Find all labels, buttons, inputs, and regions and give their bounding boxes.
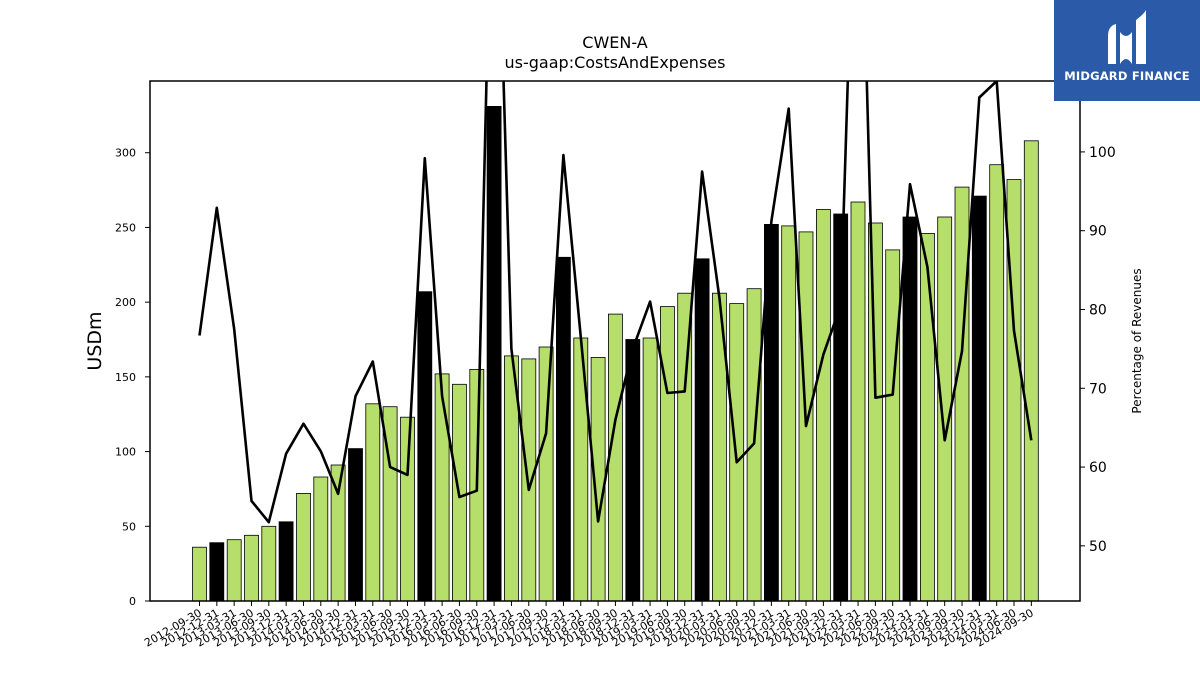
- bar: [1023, 140, 1039, 602]
- logo-mark-icon: [1108, 10, 1146, 64]
- y-axis-right: 50 60 70 80 90 100: [1080, 145, 1116, 555]
- bar: [954, 186, 970, 602]
- bar: [226, 539, 242, 602]
- bar: [816, 209, 831, 602]
- chart-subtitle: us-gaap:CostsAndExpenses: [505, 53, 726, 72]
- bar: [330, 464, 346, 602]
- bar: [538, 346, 554, 602]
- bar: [417, 291, 433, 602]
- bar: [920, 232, 935, 602]
- y2-tick-label: 90: [1089, 224, 1107, 240]
- y-tick-label: 150: [115, 371, 136, 384]
- bar: [244, 534, 259, 602]
- bars-layer: [192, 106, 1039, 602]
- bar: [608, 313, 623, 602]
- bar: [313, 476, 329, 602]
- bar: [400, 416, 415, 602]
- bar: [642, 337, 658, 602]
- y2-axis-label: Percentage of Revenues: [1130, 268, 1144, 413]
- bar: [296, 492, 311, 602]
- bar: [556, 256, 571, 602]
- bar: [209, 542, 225, 602]
- logo-text: MIDGARD FINANCE: [1064, 69, 1190, 83]
- bar: [694, 258, 710, 602]
- y-tick-label: 300: [115, 147, 136, 160]
- bar: [486, 106, 502, 602]
- bar: [989, 164, 1005, 602]
- bar: [850, 201, 866, 602]
- y2-tick-label: 70: [1089, 381, 1107, 397]
- y-tick-label: 0: [129, 595, 136, 608]
- x-axis: 2012-09-302012-12-312013-03-312013-06-30…: [142, 601, 1036, 650]
- bar: [868, 222, 883, 602]
- y-tick-label: 250: [115, 221, 136, 234]
- bar: [365, 403, 381, 602]
- y2-tick-label: 80: [1089, 302, 1107, 318]
- midgard-finance-logo: MIDGARD FINANCE: [1054, 0, 1200, 101]
- line-layer: [198, 81, 1033, 524]
- bar: [971, 195, 987, 602]
- y-tick-label: 100: [115, 446, 136, 459]
- bar: [278, 521, 294, 602]
- bar: [625, 339, 641, 602]
- bar: [660, 306, 675, 602]
- bar: [781, 225, 797, 602]
- chart-title: CWEN-A: [582, 33, 647, 52]
- y2-tick-label: 60: [1089, 460, 1107, 476]
- y2-tick-label: 50: [1089, 539, 1107, 555]
- bar: [348, 448, 363, 602]
- y-axis-label: USDm: [84, 311, 106, 370]
- y-tick-label: 200: [115, 296, 136, 309]
- y-tick-label: 50: [122, 520, 136, 533]
- bar: [192, 546, 207, 602]
- bar: [885, 249, 901, 602]
- y2-tick-label: 100: [1089, 145, 1116, 161]
- bar: [902, 216, 918, 602]
- y-axis-left: 0 50 100 150 200 250 300: [115, 147, 150, 608]
- bar: [261, 525, 277, 602]
- bar: [434, 373, 450, 602]
- percentage-line: [198, 81, 1033, 524]
